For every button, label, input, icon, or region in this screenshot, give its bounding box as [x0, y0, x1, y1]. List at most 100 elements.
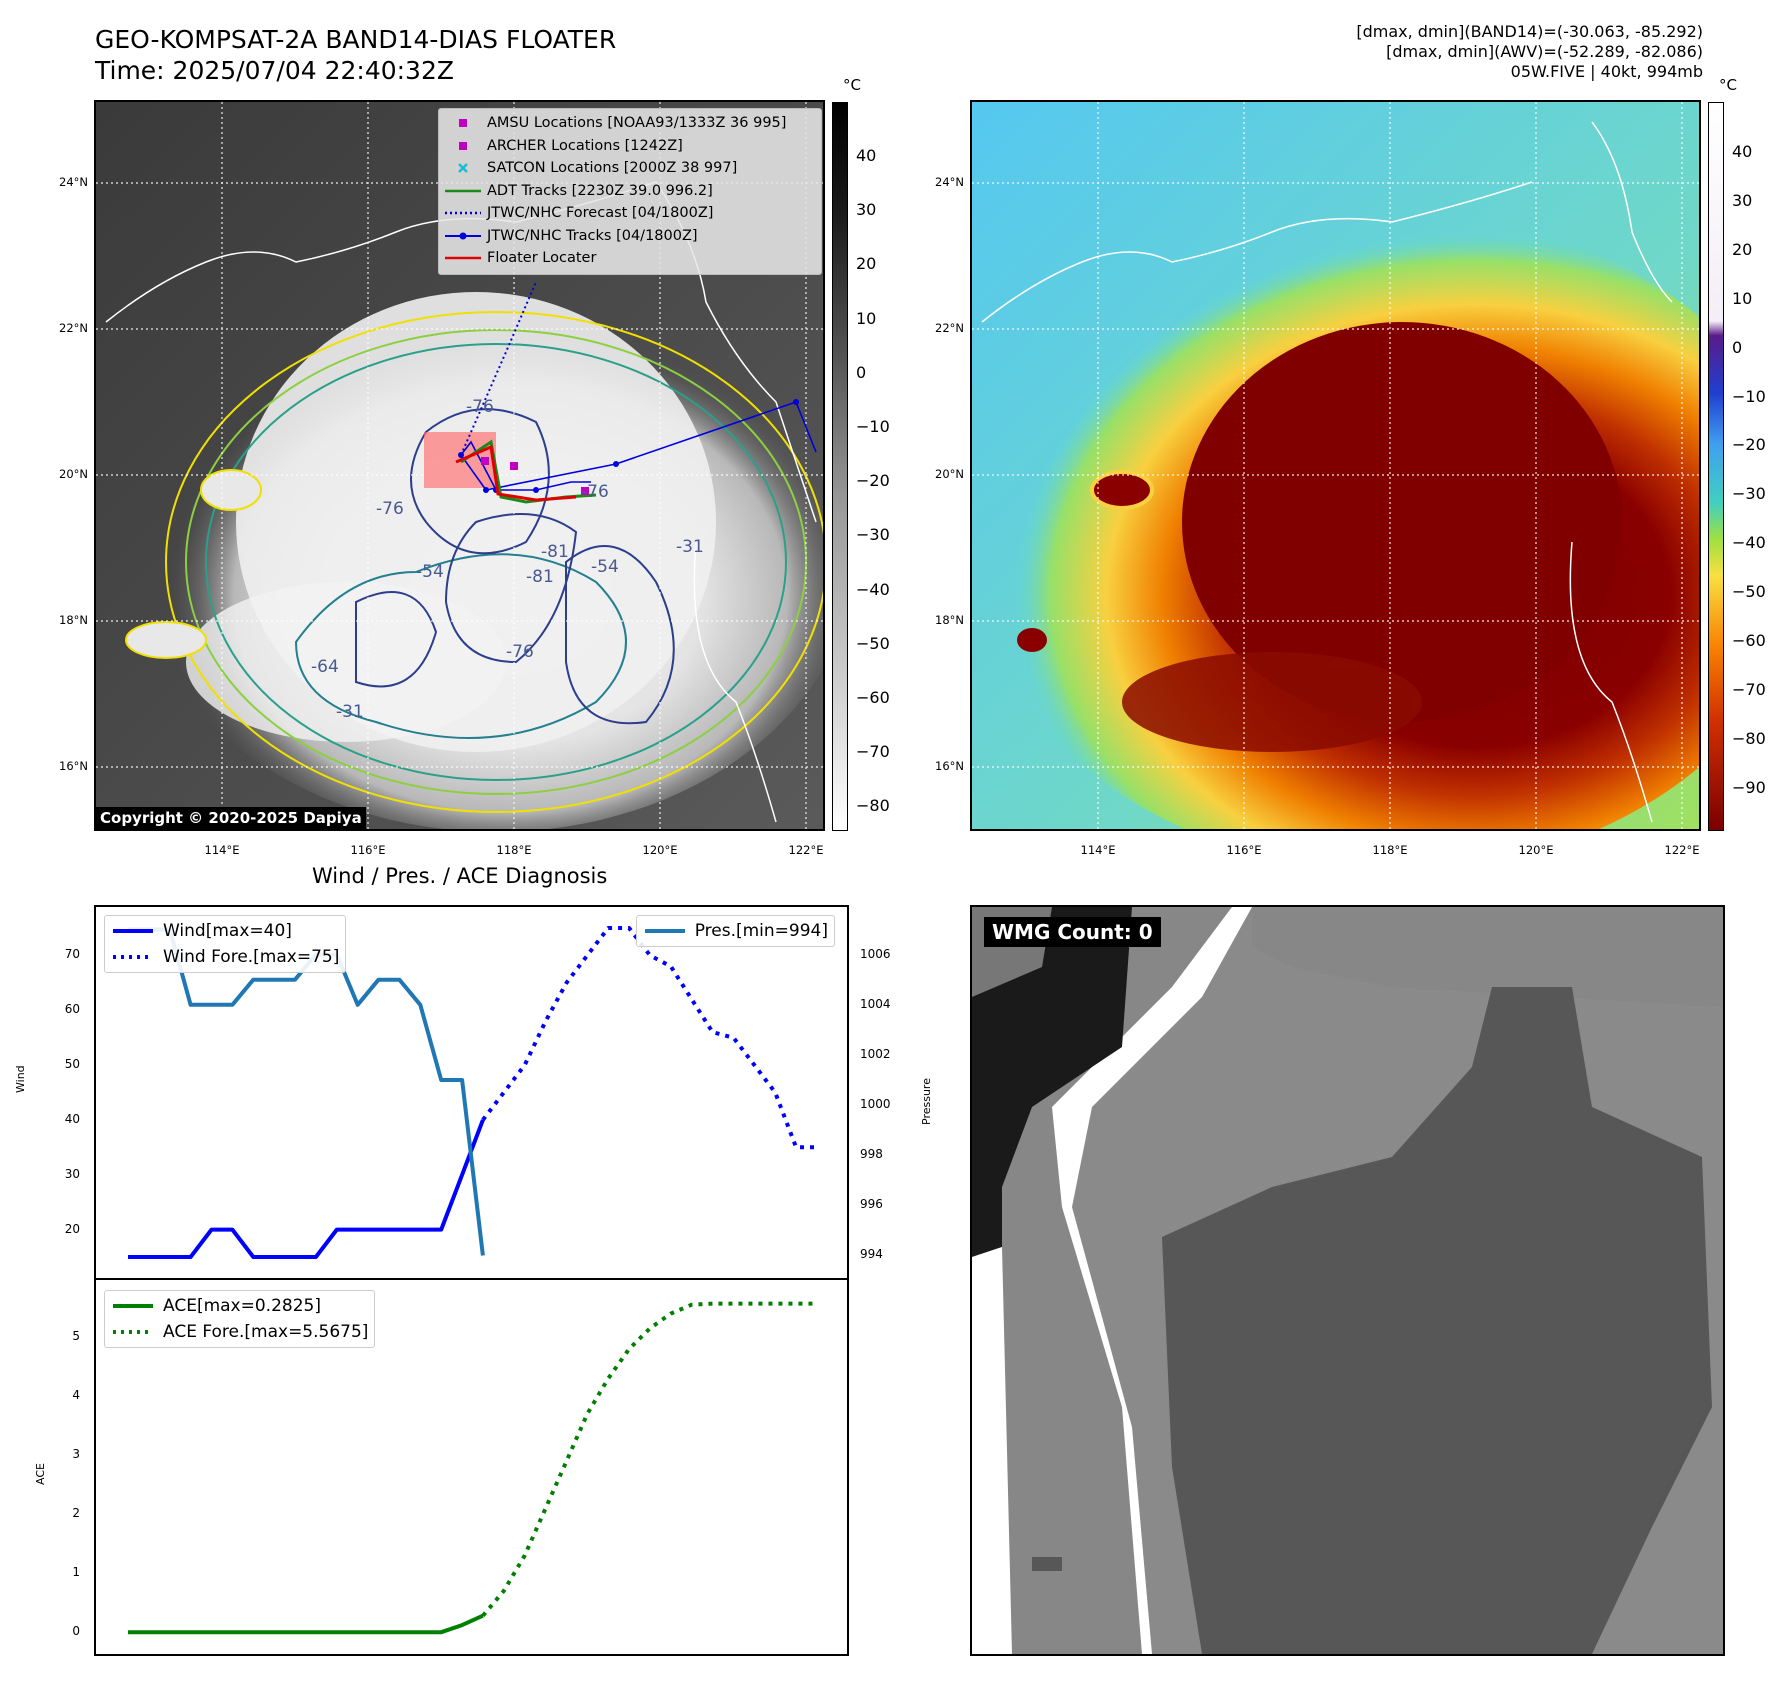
lat-label: 20°N	[935, 467, 964, 481]
y-tick-label: 70	[64, 947, 80, 962]
lon-label: 120°E	[642, 843, 678, 857]
colorbar-tick: −80	[856, 796, 890, 816]
series-line	[481, 1301, 817, 1617]
wmg-panel: WMG Count: 0	[970, 905, 1725, 1656]
legend-label: JTWC/NHC Tracks [04/1800Z]	[487, 227, 698, 244]
legend-entry: Floater Locater	[439, 247, 821, 270]
lon-label: 116°E	[350, 843, 386, 857]
y-tick-label: 1004	[860, 996, 891, 1011]
lon-label: 122°E	[788, 843, 824, 857]
contour-label: -81	[541, 542, 569, 562]
lat-label: 22°N	[935, 321, 964, 335]
colorbar-tick: −10	[1732, 386, 1766, 406]
ace-panel: ACE[max=0.2825] ACE Fore.[max=5.5675]	[94, 1278, 849, 1656]
y-tick-label: 1006	[860, 946, 891, 961]
colorbar-tick: 10	[1732, 288, 1753, 308]
legend-entry: JTWC/NHC Tracks [04/1800Z]	[439, 225, 821, 248]
dias-colorbar-unit: °C	[1719, 76, 1737, 94]
diagnosis-title: Wind / Pres. / ACE Diagnosis	[312, 864, 608, 888]
colorbar-tick: −80	[1732, 728, 1766, 748]
lat-label: 18°N	[59, 613, 88, 627]
contour-label: -76	[506, 642, 534, 662]
lat-label: 22°N	[59, 321, 88, 335]
colorbar-tick: −60	[1732, 631, 1766, 650]
contour-label: -76	[466, 397, 494, 417]
wmg-count-badge: WMG Count: 0	[984, 917, 1161, 947]
legend-ace: ACE[max=0.2825]	[163, 1296, 321, 1316]
legend-label: ARCHER Locations [1242Z]	[487, 137, 683, 154]
legend-entry: SATCON Locations [2000Z 38 997]	[439, 157, 821, 180]
lon-label: 120°E	[1518, 843, 1554, 857]
colorbar-tick: 0	[1732, 337, 1743, 357]
line-dot-marker-icon	[439, 229, 487, 243]
colorbar-tick: −90	[1732, 777, 1766, 797]
stats-block: [dmax, dmin](BAND14)=(-30.063, -85.292) …	[1356, 22, 1703, 82]
contour-label: -64	[311, 657, 339, 677]
lat-label: 18°N	[935, 613, 964, 627]
ace-ylabel: ACE	[34, 1463, 47, 1485]
contour-label: -76	[581, 482, 609, 502]
lat-label: 20°N	[59, 467, 88, 481]
legend-entry: JTWC/NHC Forecast [04/1800Z]	[439, 202, 821, 225]
copyright-badge: Copyright © 2020-2025 Dapiya	[96, 807, 366, 829]
wind-legend: Wind[max=40] Wind Fore.[max=75]	[104, 915, 347, 973]
y-tick-label: 1002	[860, 1046, 891, 1061]
pressure-ylabel: Pressure	[920, 1078, 933, 1125]
colorbar-tick: −20	[1732, 435, 1766, 455]
wind-ylabel: Wind	[14, 1065, 27, 1093]
y-tick-label: 0	[72, 1624, 80, 1639]
legend-entry: AMSU Locations [NOAA93/1333Z 36 995]	[439, 112, 821, 135]
wind-panel: Wind[max=40] Wind Fore.[max=75] Pres.[mi…	[94, 905, 849, 1280]
contour-label: -31	[336, 702, 364, 722]
y-tick-label: 1	[72, 1565, 80, 1580]
stats-band14: [dmax, dmin](BAND14)=(-30.063, -85.292)	[1356, 22, 1703, 41]
lon-label: 114°E	[1080, 843, 1116, 857]
y-tick-label: 60	[64, 1002, 80, 1017]
stats-awv: [dmax, dmin](AWV)=(-52.289, -82.086)	[1386, 42, 1703, 61]
contour-label: -81	[526, 567, 554, 587]
lat-label: 16°N	[59, 759, 88, 773]
y-tick-label: 994	[860, 1247, 883, 1262]
y-tick-label: 40	[64, 1111, 80, 1126]
storm-info: 05W.FIVE | 40kt, 994mb	[1510, 62, 1703, 81]
ace-legend: ACE[max=0.2825] ACE Fore.[max=5.5675]	[104, 1290, 376, 1348]
dias-map	[970, 100, 1701, 831]
colorbar-tick: −50	[1732, 582, 1766, 602]
y-tick-label: 996	[860, 1197, 883, 1212]
colorbar-tick: −70	[856, 742, 890, 762]
legend-ace-fore: ACE Fore.[max=5.5675]	[163, 1322, 369, 1342]
y-tick-label: 50	[64, 1057, 80, 1072]
series-line	[481, 926, 817, 1150]
legend-label: ADT Tracks [2230Z 39.0 996.2]	[487, 182, 713, 199]
colorbar-tick: −70	[1732, 679, 1766, 699]
map-legend: AMSU Locations [NOAA93/1333Z 36 995] ARCH…	[438, 108, 822, 275]
dotted-marker-icon	[439, 206, 487, 220]
dias-map-image	[972, 102, 1699, 829]
colorbar-tick: 40	[1732, 142, 1753, 161]
colorbar-tick: 40	[856, 146, 877, 165]
y-tick-label: 1000	[860, 1097, 891, 1112]
ace-plot	[128, 1301, 817, 1635]
wmg-image	[972, 907, 1723, 1654]
y-tick-label: 30	[64, 1166, 80, 1181]
lat-label: 24°N	[935, 175, 964, 189]
square-marker-icon	[439, 139, 487, 153]
legend-label: JTWC/NHC Forecast [04/1800Z]	[487, 205, 714, 221]
legend-label: Floater Locater	[487, 250, 597, 266]
band14-map: AMSU Locations [NOAA93/1333Z 36 995] ARCH…	[94, 100, 825, 831]
lon-label: 122°E	[1664, 843, 1700, 857]
lat-label: 24°N	[59, 175, 88, 189]
colorbar-tick: 30	[856, 200, 877, 220]
line-marker-icon	[439, 251, 487, 265]
colorbar-tick: 0	[856, 362, 867, 382]
x-marker-icon	[439, 161, 487, 175]
lat-label: 16°N	[935, 759, 964, 773]
contour-label: -31	[676, 537, 704, 557]
colorbar-tick: 10	[856, 308, 877, 328]
y-tick-label: 998	[860, 1147, 883, 1162]
colorbar-tick: 20	[856, 254, 877, 274]
colorbar-tick: −10	[856, 417, 890, 436]
y-tick-label: 5	[72, 1329, 80, 1344]
legend-wind-fore: Wind Fore.[max=75]	[163, 947, 340, 967]
chart-time: Time: 2025/07/04 22:40:32Z	[95, 56, 454, 85]
